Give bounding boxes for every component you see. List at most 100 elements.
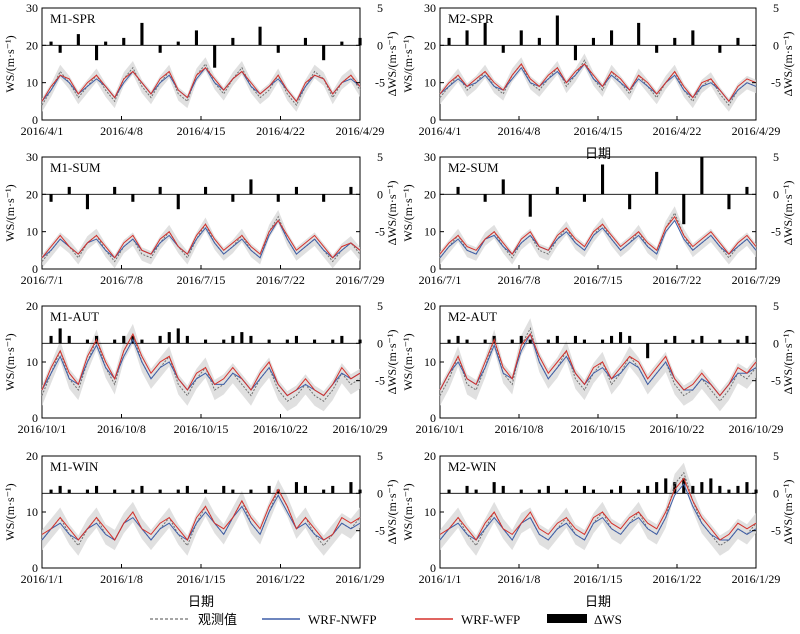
dws-bar [718,45,722,53]
nwfp-line [41,338,361,397]
y-tick-label: 20 [26,38,38,52]
dws-bar [601,164,605,195]
wfp-line [41,219,361,259]
dws-bar [537,489,541,494]
y-tick-label: 20 [424,299,436,313]
obs-range-band [42,57,360,112]
obs-range-band [42,323,360,412]
y-tick-label: 20 [26,187,38,201]
x-tick-label: 2016/10/1 [416,422,465,436]
panel-title: M1-SPR [50,11,96,26]
dws-bar [691,485,695,494]
y2-axis-label: ΔWS/(m·s⁻¹) [781,32,795,97]
y2-tick-label: 0 [377,38,383,52]
dws-bar [349,186,353,195]
y-tick-label: 0 [32,113,38,127]
dws-bar [673,37,677,46]
dws-bar [691,339,695,344]
dws-bar [582,339,586,344]
y2-tick-label: 5 [773,449,779,463]
dws-bar [637,22,641,46]
x-tick-label: 2016/1/8 [100,572,143,586]
x-tick-label: 2016/1/29 [732,572,781,586]
dws-bar [465,30,469,46]
dws-bar [240,332,244,344]
dws-bar [582,194,586,202]
y-tick-label: 20 [424,38,436,52]
dws-bar [194,30,198,46]
obs-range-band [440,462,756,556]
dws-bar [322,489,326,494]
y-tick-label: 10 [26,355,38,369]
panel-title: M2-SUM [448,160,499,175]
wfp-line [439,215,757,255]
x-axis-label: 日期 [585,594,611,609]
y2-tick-label: -5 [771,225,781,239]
x-tick-label: 2016/7/22 [653,273,702,287]
x-tick-label: 2016/1/15 [177,572,226,586]
dws-bar [340,335,344,344]
dws-bar [745,482,749,494]
nwfp-line [41,66,361,103]
y-axis-label: WS/(m·s⁻¹) [401,184,415,241]
dws-bar [231,335,235,344]
legend-dws-label: ΔWS [594,612,622,627]
dws-bar [204,339,208,344]
y-axis-label: WS/(m·s⁻¹) [401,483,415,540]
dws-bar [185,335,189,344]
y-tick-label: 30 [26,150,38,164]
legend: 观测值 WRF-NWFP WRF-WFP ΔWS [150,612,622,627]
y2-axis-label: ΔWS/(m·s⁻¹) [385,181,399,246]
obs-range-band [42,210,360,269]
dws-bar [294,186,298,195]
legend-obs-label: 观测值 [198,612,237,627]
x-tick-label: 2016/10/8 [495,422,544,436]
dws-bar [610,335,614,344]
y-tick-label: 10 [26,76,38,90]
dws-bar [591,489,595,494]
dws-bar [249,179,253,195]
x-tick-label: 2016/4/8 [100,124,143,138]
dws-bar [303,485,307,494]
chart-panel: 0 10 20 5 0 -5 2016/10/1 2016/10/8 2016/10/15 201… [3,299,399,436]
dws-bar [303,37,307,46]
y-tick-label: 0 [32,561,38,575]
panel-title: M1-AUT [50,309,99,324]
x-tick-label: 2016/7/8 [498,273,541,287]
y2-tick-label: 0 [773,336,779,350]
dws-bar [546,339,550,344]
y2-tick-label: 5 [377,299,383,313]
dws-bar [483,339,487,344]
x-tick-label: 2016/7/15 [177,273,226,287]
y2-tick-label: 0 [773,38,779,52]
wfp-line [41,488,361,541]
x-tick-label: 2016/10/15 [571,422,626,436]
chart-panel: 0 10 20 5 0 -5 2016/10/1 2016/10/8 2016/10/15 201… [401,299,795,436]
dws-bar [95,485,99,494]
dws-bar [456,335,460,344]
dws-bar [601,339,605,344]
y2-tick-label: -5 [771,524,781,538]
dws-bar [664,478,668,494]
dws-bar [113,339,117,344]
panel-title: M2-AUT [448,309,497,324]
dws-bar [176,489,180,494]
y-tick-label: 10 [424,355,436,369]
dws-bar [700,335,704,344]
dws-bar [122,335,126,344]
y2-tick-label: 0 [377,486,383,500]
dws-bar [276,194,280,202]
y2-tick-label: 5 [377,449,383,463]
dws-bar [49,335,53,344]
dws-bar [456,186,460,195]
dws-bar [447,37,451,46]
y2-tick-label: 0 [377,187,383,201]
dws-bar [76,34,80,46]
dws-bar [646,485,650,494]
x-tick-label: 2016/7/15 [574,273,623,287]
y2-tick-label: -5 [771,76,781,90]
y-axis-label: WS/(m·s⁻¹) [401,35,415,92]
dws-bar [447,489,451,494]
dws-bar [483,194,487,202]
